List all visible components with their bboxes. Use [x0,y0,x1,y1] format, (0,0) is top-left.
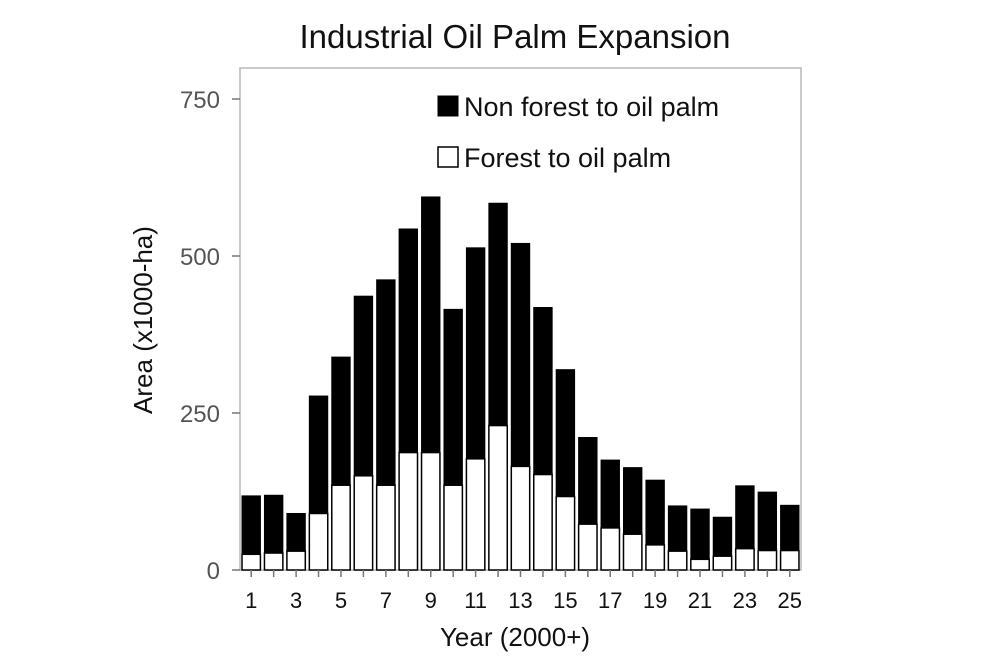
bar-non-forest-to-oil-palm [533,306,553,476]
bar-non-forest-to-oil-palm [398,228,419,454]
legend-label-non-forest: Non forest to oil palm [464,92,719,122]
legend-label-forest: Forest to oil palm [464,143,671,173]
bar-non-forest-to-oil-palm [443,308,463,486]
x-tick-label: 9 [425,588,437,613]
x-tick-label: 21 [688,588,712,613]
bar-forest-to-oil-palm [443,484,464,571]
bar-forest-to-oil-palm [308,512,329,571]
bar-forest-to-oil-palm [600,527,621,571]
x-tick-label: 7 [380,588,392,613]
legend-swatch-non-forest [437,95,459,117]
bar-non-forest-to-oil-palm [510,242,531,467]
bar-non-forest-to-oil-palm [690,508,710,560]
x-tick-label: 3 [290,588,302,613]
chart-title: Industrial Oil Palm Expansion [299,18,730,55]
bar-non-forest-to-oil-palm [331,356,351,486]
bar-non-forest-to-oil-palm [712,516,733,557]
bar-non-forest-to-oil-palm [757,491,778,552]
y-axis: 0 250 500 750 [180,87,240,585]
x-tick-label: 25 [778,588,802,613]
bar-non-forest-to-oil-palm [667,505,688,552]
bar-forest-to-oil-palm [420,451,441,571]
bar-non-forest-to-oil-palm [353,295,374,477]
bar-non-forest-to-oil-palm [465,247,486,460]
x-tick-label: 23 [733,588,757,613]
bar-forest-to-oil-palm [331,484,351,571]
bar-forest-to-oil-palm [241,553,262,571]
bar-non-forest-to-oil-palm [555,369,576,498]
bar-forest-to-oil-palm [263,552,284,571]
bar-forest-to-oil-palm [577,523,598,571]
bar-non-forest-to-oil-palm [780,504,800,552]
bar-forest-to-oil-palm [286,550,307,571]
bar-forest-to-oil-palm [622,533,643,571]
bar-non-forest-to-oil-palm [578,436,598,525]
bar-forest-to-oil-palm [712,555,733,571]
bar-forest-to-oil-palm [375,484,396,571]
bar-forest-to-oil-palm [779,549,800,571]
bars [241,196,800,571]
bar-forest-to-oil-palm [734,547,755,571]
y-axis-label: Area (x1000-ha) [128,226,158,414]
bar-forest-to-oil-palm [353,475,374,571]
bar-non-forest-to-oil-palm [645,479,665,546]
bar-forest-to-oil-palm [532,473,553,571]
x-tick-label: 15 [553,588,577,613]
x-tick-label: 17 [598,588,622,613]
bar-non-forest-to-oil-palm [622,467,643,535]
bar-forest-to-oil-palm [757,549,778,571]
x-axis: 1 3 5 7 9 11 13 15 17 19 21 23 25 [245,570,802,613]
x-tick-label: 11 [464,588,487,613]
bar-forest-to-oil-palm [465,458,486,571]
bar-forest-to-oil-palm [398,451,419,571]
y-tick-label: 0 [207,558,220,585]
legend: Non forest to oil palm Forest to oil pal… [437,92,719,173]
x-tick-label: 5 [335,588,347,613]
bar-forest-to-oil-palm [667,550,688,571]
x-axis-label: Year (2000+) [440,622,590,652]
x-tick-label: 19 [643,588,667,613]
bar-non-forest-to-oil-palm [600,459,620,529]
bar-forest-to-oil-palm [690,558,710,571]
bar-non-forest-to-oil-palm [286,512,306,552]
x-tick-label: 1 [245,588,257,613]
bar-forest-to-oil-palm [488,424,509,571]
y-tick-label: 750 [180,87,220,114]
y-tick-label: 500 [180,244,220,271]
y-tick-label: 250 [180,401,220,428]
bar-non-forest-to-oil-palm [241,495,261,555]
bar-forest-to-oil-palm [645,544,666,571]
bar-non-forest-to-oil-palm [376,279,396,486]
bar-non-forest-to-oil-palm [488,202,508,427]
bar-non-forest-to-oil-palm [735,485,755,550]
bar-non-forest-to-oil-palm [263,494,284,554]
legend-swatch-forest [437,146,459,168]
bar-non-forest-to-oil-palm [308,395,329,514]
bar-forest-to-oil-palm [510,465,531,571]
bar-non-forest-to-oil-palm [421,196,441,454]
bar-forest-to-oil-palm [555,495,576,571]
x-tick-label: 13 [508,588,532,613]
